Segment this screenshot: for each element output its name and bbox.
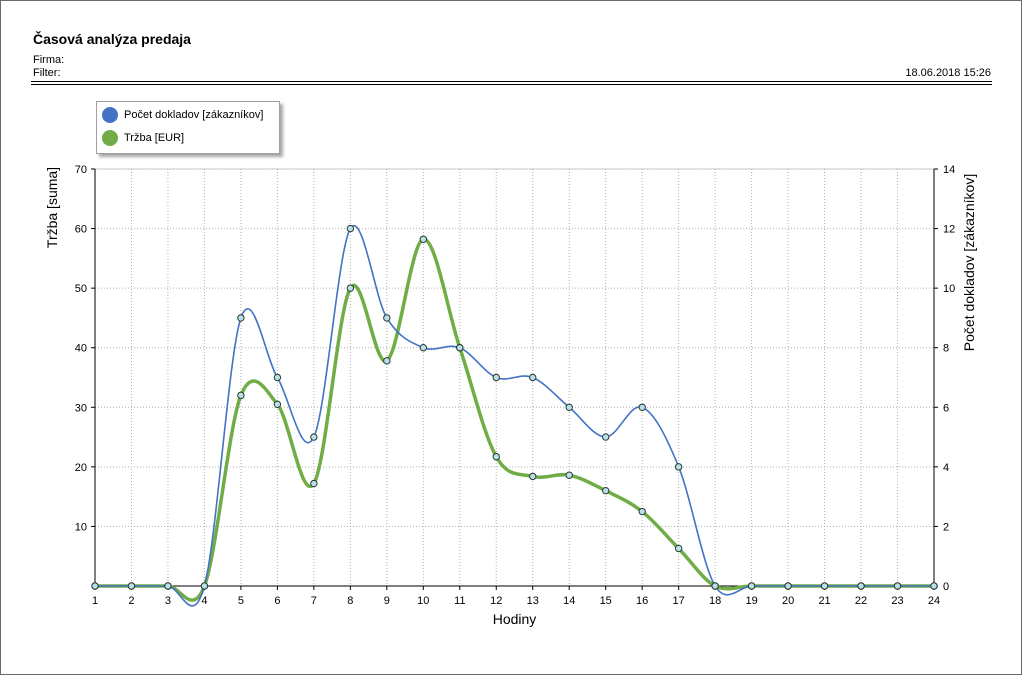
x-tick-label: 6 — [274, 595, 280, 607]
data-point-count — [601, 433, 610, 441]
data-point-count — [930, 582, 938, 590]
legend-marker-revenue — [102, 130, 118, 146]
x-tick-label: 5 — [238, 595, 244, 607]
data-point-count — [893, 582, 902, 590]
data-point-count — [456, 344, 464, 352]
y-tick-label: 20 — [75, 462, 87, 474]
report-title: Časová analýza predaja — [33, 31, 191, 47]
report-datetime: 18.06.2018 15:26 — [905, 67, 991, 79]
data-point-revenue — [638, 507, 646, 516]
x-axis-title: Hodiny — [493, 611, 537, 627]
data-point-revenue — [310, 479, 318, 488]
data-point-revenue — [237, 391, 245, 400]
x-tick-label: 23 — [891, 595, 903, 607]
x-tick-label: 16 — [636, 595, 648, 607]
data-point-count — [565, 403, 573, 411]
x-tick-label: 20 — [782, 595, 794, 607]
header-divider-top — [31, 81, 992, 82]
y-tick-label: 10 — [75, 521, 87, 533]
data-point-revenue — [346, 284, 355, 292]
x-tick-label: 1 — [92, 595, 98, 607]
y-tick-label: 40 — [75, 343, 87, 355]
legend-label-revenue: Tržba [EUR] — [124, 132, 185, 144]
data-point-count — [711, 582, 719, 590]
x-tick-label: 15 — [600, 595, 612, 607]
data-point-count — [127, 582, 136, 590]
x-tick-label: 2 — [128, 595, 134, 607]
x-tick-label: 18 — [709, 595, 721, 607]
y-tick-label: 30 — [75, 402, 87, 414]
legend-item-count: Počet dokladov [zákazníkov] — [102, 107, 263, 123]
data-point-count — [346, 224, 355, 233]
legend-marker-count — [102, 107, 118, 123]
data-point-count — [674, 463, 683, 471]
y-tick-label: 70 — [75, 164, 87, 176]
x-tick-label: 3 — [165, 595, 171, 607]
x-tick-label: 22 — [855, 595, 867, 607]
data-point-count — [310, 433, 318, 441]
x-tick-label: 8 — [347, 595, 353, 607]
data-point-count — [91, 582, 99, 590]
data-point-count — [273, 373, 282, 382]
x-tick-label: 17 — [673, 595, 685, 607]
series-line-revenue — [94, 237, 934, 602]
data-point-revenue — [419, 235, 428, 243]
filter-label: Filter: — [33, 67, 61, 79]
y-tick-label: 60 — [75, 224, 87, 236]
y2-axis-title: Počet dokladov [zákazníkov] — [961, 174, 977, 351]
data-point-count — [419, 344, 428, 352]
data-point-revenue — [492, 453, 500, 461]
y2-tick-label: 10 — [943, 283, 955, 295]
x-tick-label: 7 — [311, 595, 317, 607]
series-line-count — [94, 224, 934, 607]
y-tick-label: 50 — [75, 283, 87, 295]
data-point-count — [383, 314, 391, 322]
x-tick-label: 14 — [563, 595, 575, 607]
data-point-count — [492, 373, 500, 382]
data-point-count — [237, 314, 245, 322]
data-point-count — [164, 582, 172, 590]
y2-tick-label: 6 — [943, 402, 949, 414]
data-point-count — [638, 403, 646, 411]
data-point-revenue — [529, 472, 537, 481]
y2-tick-label: 0 — [943, 581, 949, 593]
data-point-count — [200, 582, 209, 590]
data-point-revenue — [273, 400, 282, 409]
x-tick-label: 21 — [818, 595, 830, 607]
data-point-count — [747, 582, 756, 590]
x-tick-label: 10 — [417, 595, 429, 607]
x-tick-label: 13 — [527, 595, 539, 607]
data-point-revenue — [383, 357, 391, 365]
x-tick-label: 9 — [384, 595, 390, 607]
x-tick-label: 4 — [201, 595, 207, 607]
data-point-count — [857, 582, 865, 590]
y2-tick-label: 12 — [943, 224, 955, 236]
firma-label: Firma: — [33, 54, 65, 66]
y-axis-title: Tržba [suma] — [44, 167, 60, 248]
x-tick-label: 19 — [745, 595, 757, 607]
y2-tick-label: 4 — [943, 462, 949, 474]
chart-legend: Počet dokladov [zákazníkov] Tržba [EUR] — [96, 101, 280, 154]
data-point-count — [529, 373, 537, 382]
data-point-revenue — [565, 471, 573, 479]
x-tick-label: 24 — [928, 595, 940, 607]
x-tick-label: 12 — [490, 595, 502, 607]
header-divider-bottom — [31, 84, 992, 85]
data-point-revenue — [601, 486, 610, 495]
data-point-revenue — [674, 544, 683, 553]
data-point-count — [820, 582, 829, 590]
x-tick-label: 11 — [454, 595, 465, 607]
legend-item-revenue: Tržba [EUR] — [102, 130, 184, 146]
y2-tick-label: 2 — [943, 521, 949, 533]
legend-label-count: Počet dokladov [zákazníkov] — [124, 109, 264, 121]
data-point-count — [784, 582, 792, 590]
y2-tick-label: 14 — [943, 164, 955, 176]
y2-tick-label: 8 — [943, 343, 949, 355]
